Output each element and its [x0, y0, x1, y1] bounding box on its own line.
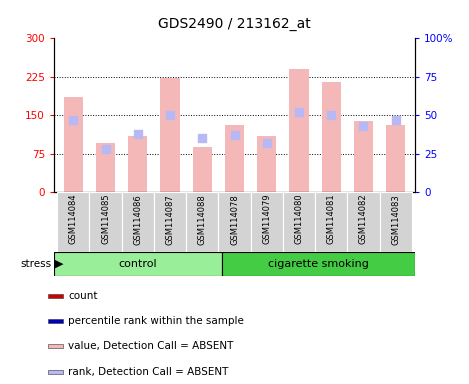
Bar [48, 319, 63, 323]
Point [69, 117, 77, 123]
Bar [289, 69, 309, 192]
Bar [225, 126, 244, 192]
Text: GSM114084: GSM114084 [69, 194, 78, 244]
Bar [354, 121, 373, 192]
Bar [386, 126, 405, 192]
Bar [48, 369, 63, 374]
Text: GSM114086: GSM114086 [133, 194, 142, 245]
Text: GSM114081: GSM114081 [327, 194, 336, 244]
Bar [379, 192, 412, 252]
Point [134, 131, 142, 137]
Point [263, 140, 271, 146]
Bar [257, 136, 276, 192]
Bar [193, 147, 212, 192]
Text: GSM114085: GSM114085 [101, 194, 110, 244]
Text: GSM114080: GSM114080 [295, 194, 303, 244]
Bar [48, 344, 63, 348]
Bar [57, 192, 90, 252]
Point [392, 117, 400, 123]
Bar [154, 192, 186, 252]
Bar [315, 192, 348, 252]
Bar [48, 294, 63, 298]
Bar [128, 136, 147, 192]
Bar [186, 192, 219, 252]
Point [166, 112, 174, 118]
Text: count: count [68, 291, 98, 301]
Point [327, 112, 335, 118]
Bar [221, 252, 415, 276]
Text: GSM114079: GSM114079 [262, 194, 271, 244]
Bar [96, 143, 115, 192]
Bar [90, 192, 121, 252]
Text: cigarette smoking: cigarette smoking [268, 259, 369, 269]
Bar [219, 192, 250, 252]
Text: GSM114083: GSM114083 [391, 194, 400, 245]
Text: GSM114082: GSM114082 [359, 194, 368, 244]
Bar [348, 192, 379, 252]
Bar [54, 252, 221, 276]
Text: percentile rank within the sample: percentile rank within the sample [68, 316, 244, 326]
Text: rank, Detection Call = ABSENT: rank, Detection Call = ABSENT [68, 367, 229, 377]
Text: control: control [119, 259, 157, 269]
Bar [322, 82, 341, 192]
Point [360, 123, 367, 129]
Text: GSM114088: GSM114088 [198, 194, 207, 245]
Text: ▶: ▶ [55, 259, 64, 269]
Bar [121, 192, 154, 252]
Bar [160, 78, 180, 192]
Point [231, 132, 238, 138]
Bar [64, 97, 83, 192]
Text: stress: stress [21, 259, 52, 269]
Point [102, 146, 109, 152]
Bar [250, 192, 283, 252]
Text: GSM114087: GSM114087 [166, 194, 174, 245]
Text: GSM114078: GSM114078 [230, 194, 239, 245]
Bar [283, 192, 315, 252]
Point [295, 109, 303, 115]
Text: GDS2490 / 213162_at: GDS2490 / 213162_at [158, 17, 311, 31]
Point [198, 135, 206, 141]
Text: value, Detection Call = ABSENT: value, Detection Call = ABSENT [68, 341, 234, 351]
